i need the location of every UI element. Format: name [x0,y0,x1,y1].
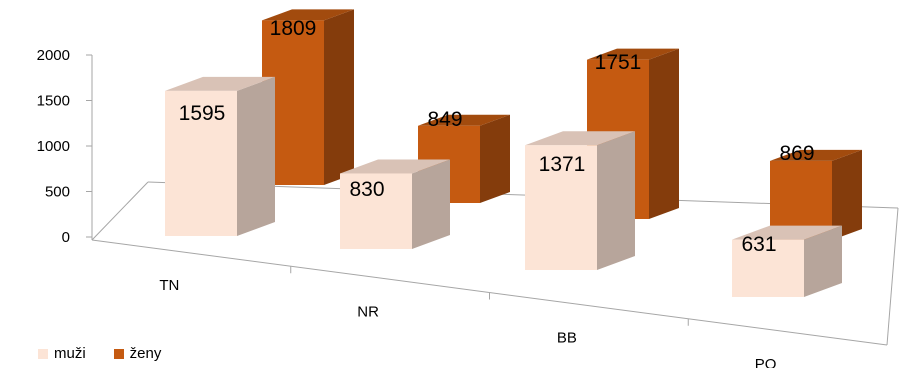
legend-label: muži [54,345,86,362]
chart-bars [165,9,862,297]
x-category-label: BB [557,330,577,347]
legend-label: ženy [129,345,162,362]
data-labels: 1809 849 1751 869 1595 830 1371 631 [179,17,815,256]
bar-side [649,48,679,220]
bar-front [165,90,237,236]
bar-side [597,131,635,270]
legend-item: ženy [113,345,162,362]
legend-swatch [113,348,124,359]
x-category-label: TN [159,277,179,294]
bar-side [412,159,450,249]
y-tick-label: 2000 [37,47,70,64]
data-label: 1751 [595,51,642,74]
bar-side [804,225,842,297]
legend-item: muži [38,345,86,362]
floor-right-edge [886,207,899,346]
bar-top [770,149,862,161]
y-axis-ticks: 0 500 1000 1500 2000 [37,47,92,246]
bar-top [340,159,450,174]
bar-top [262,9,354,21]
floor-left-edge [91,181,149,241]
bar-front [525,145,597,270]
data-label: 1371 [539,153,586,176]
legend-swatch [38,348,48,359]
y-tick-label: 500 [45,184,70,201]
bar-front [732,239,804,297]
bar-muži-BB [525,131,635,270]
data-label: 1809 [270,17,317,40]
bar-muži-NR [340,159,450,249]
bar-muži-TN [165,76,275,236]
data-label: 849 [427,108,462,131]
x-axis-categories: TN NR BB PO [159,266,776,368]
legend: muži ženy [38,345,189,362]
data-label: 1595 [179,102,226,125]
y-tick-label: 1000 [37,138,70,155]
x-category-label: PO [755,356,777,368]
bar-side [237,76,275,236]
x-category-label: NR [357,303,379,320]
data-label: 830 [349,178,384,201]
data-label: 869 [779,142,814,165]
bar-top [165,76,275,91]
bar-muži-PO [732,225,842,297]
y-tick-label: 0 [62,229,70,246]
bar-top [418,114,510,126]
bar-top [587,48,679,60]
bar-top [732,225,842,240]
y-tick-label: 1500 [37,93,70,110]
bar-side [324,9,354,186]
data-label: 631 [741,233,776,256]
bar-front [340,173,412,249]
bar-side [832,149,862,240]
bar-top [525,131,635,146]
bar-side [480,114,510,203]
